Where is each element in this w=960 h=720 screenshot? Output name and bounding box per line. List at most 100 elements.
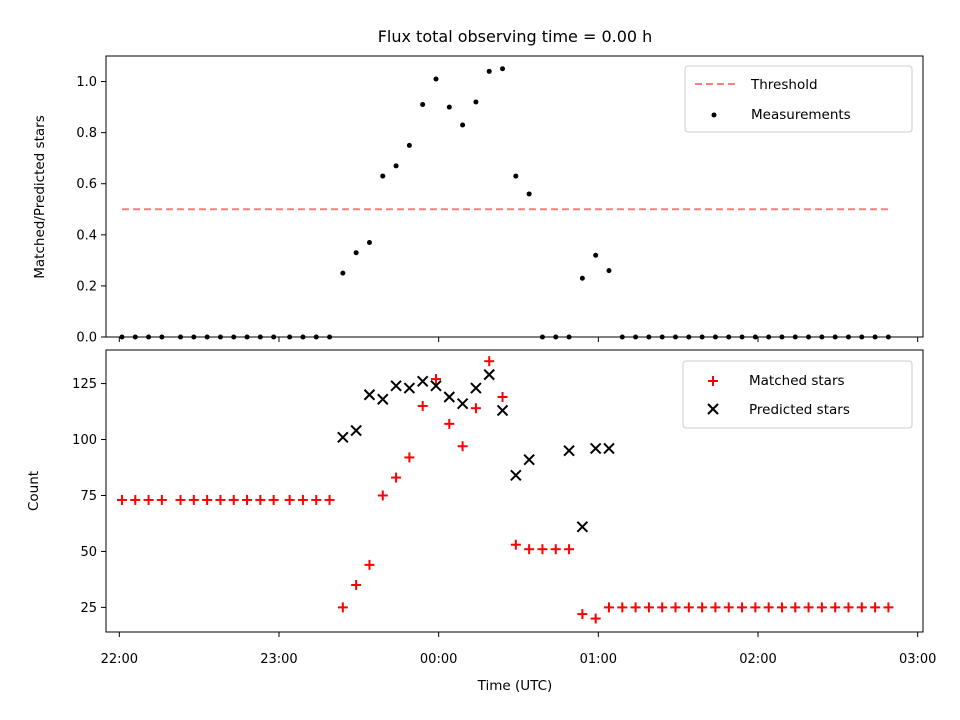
measurement-point: [819, 334, 825, 340]
matched-star-point: [816, 602, 827, 613]
measurement-point: [726, 334, 732, 340]
measurement-point: [406, 142, 412, 148]
measurement-point: [327, 334, 333, 340]
count-y-tick-label: 125: [72, 377, 97, 392]
measurement-point: [257, 334, 263, 340]
measurement-point: [132, 334, 138, 340]
measurement-point: [553, 334, 559, 340]
predicted-star-point: [443, 391, 456, 403]
threshold-legend-label: Threshold: [750, 77, 818, 93]
measurement-point: [146, 334, 152, 340]
measurement-point: [473, 99, 479, 105]
matched-star-point: [630, 602, 641, 613]
matched-star-point: [643, 602, 654, 613]
measurement-point: [779, 334, 785, 340]
matched-star-point: [156, 494, 167, 505]
measurement-point: [699, 334, 705, 340]
count-x-tick-label: 03:00: [899, 652, 936, 667]
predicted-star-point: [456, 398, 469, 410]
ratio-legend-box: [684, 65, 913, 133]
matched-star-point: [803, 602, 814, 613]
matched-star-point: [524, 544, 535, 555]
measurement-point: [217, 334, 223, 340]
matched-star-point: [484, 356, 495, 367]
predicted-star-point: [337, 431, 349, 443]
predicted-star-point: [523, 453, 535, 466]
matched-star-point: [497, 392, 508, 402]
count-x-tick-label: 01:00: [580, 652, 617, 667]
matched-star-point: [215, 494, 226, 505]
matched-star-point: [510, 539, 521, 550]
measurement-point: [712, 334, 718, 340]
count-x-axis: 22:00 23:00 00:00 01:00 02:00 03:00: [101, 632, 936, 667]
measurement-point: [446, 104, 452, 110]
predicted-star-point: [576, 521, 589, 533]
count-panel: 25 50 75 100 125 22:00 23:00 00:00 01:00 02:00 03…: [26, 349, 936, 694]
measurement-point: [539, 334, 545, 340]
matched-legend-swatch: [708, 376, 718, 386]
matched-star-point: [710, 602, 721, 613]
matched-star-point: [364, 559, 375, 570]
matched-star-point: [457, 441, 468, 452]
matched-star-point: [311, 494, 322, 505]
matched-star-point: [255, 494, 266, 505]
matched-star-point: [603, 602, 614, 613]
predicted-star-point: [377, 393, 389, 405]
ratio-y-tick-label: 0.0: [76, 331, 97, 346]
ratio-panel: 0.0 0.2 0.4 0.6 0.8 1.0 Matched/Predicted sta…: [32, 55, 924, 346]
matched-star-point: [116, 494, 127, 505]
predicted-star-point: [430, 380, 442, 392]
ratio-y-tick-label: 1.0: [76, 75, 97, 90]
measurement-point: [353, 250, 359, 256]
measurement-point: [885, 334, 891, 340]
matched-star-point: [856, 602, 867, 613]
matched-star-point: [657, 602, 668, 613]
measurement-point: [244, 334, 250, 340]
measurements-legend-swatch: [711, 112, 717, 118]
measurement-point: [433, 76, 439, 82]
ratio-plot-area: [119, 66, 892, 340]
measurement-point: [460, 122, 466, 128]
chart-title: Flux total observing time = 0.00 h: [378, 27, 653, 46]
matched-star-point: [537, 544, 548, 555]
count-x-tick-label: 23:00: [260, 652, 297, 667]
measurement-point: [766, 334, 772, 340]
matched-star-point: [297, 494, 308, 505]
matched-star-point: [776, 602, 787, 613]
measurement-point: [593, 252, 599, 258]
predicted-star-point: [496, 404, 509, 417]
measurement-point: [340, 270, 346, 276]
ratio-y-tick-label: 0.4: [76, 228, 97, 243]
measurement-point: [204, 334, 210, 340]
predicted-star-point: [603, 442, 615, 455]
matched-star-point: [550, 544, 561, 555]
measurement-point: [739, 334, 745, 340]
measurement-point: [606, 268, 612, 274]
count-legend-box: [682, 360, 913, 429]
ratio-legend: Threshold Measurements: [684, 65, 913, 133]
predicted-star-point: [563, 445, 575, 457]
measurement-point: [513, 173, 519, 179]
matched-star-point: [242, 494, 253, 505]
measurement-point: [271, 334, 277, 340]
predicted-legend-swatch: [707, 403, 719, 415]
measurement-point: [845, 334, 851, 340]
matched-star-point: [470, 403, 481, 414]
count-legend: Matched stars Predicted stars: [682, 360, 913, 429]
measurement-point: [420, 102, 426, 108]
measurements-legend-label: Measurements: [751, 107, 851, 123]
matched-star-point: [404, 452, 415, 463]
count-y-tick-label: 50: [80, 545, 97, 560]
predicted-star-point: [403, 382, 416, 394]
matched-star-point: [228, 494, 239, 505]
predicted-star-point: [470, 382, 482, 394]
matched-star-point: [577, 609, 588, 620]
matched-star-point: [750, 602, 761, 613]
matched-star-point: [188, 494, 199, 505]
measurement-point: [619, 334, 625, 340]
count-y-axis: 25 50 75 100 125: [72, 377, 106, 616]
matched-star-point: [723, 602, 734, 613]
predicted-star-point: [510, 469, 522, 482]
predicted-star-point: [589, 442, 602, 455]
count-y-axis-label: Count: [26, 471, 42, 511]
